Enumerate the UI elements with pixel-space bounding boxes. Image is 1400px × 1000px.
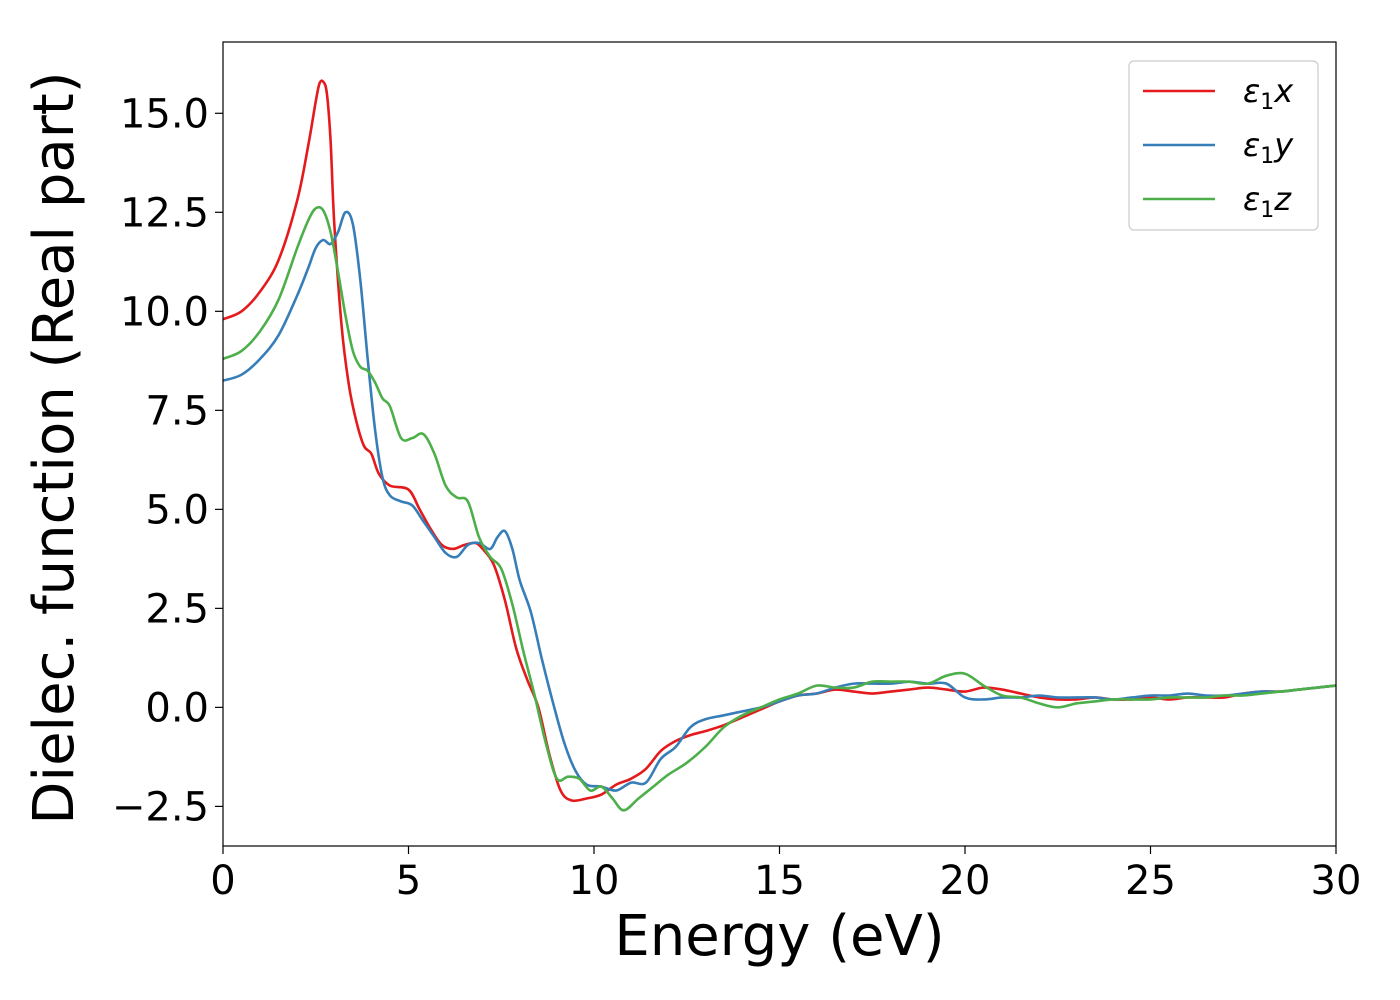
legend-label-y: ε1y [1243,126,1294,169]
legend-label-x: ε1x [1243,72,1294,115]
y-tick-label: 15.0 [120,91,209,137]
x-tick-label: 25 [1125,858,1176,904]
y-tick-label: 7.5 [145,388,209,434]
x-tick-label: 0 [210,858,235,904]
x-tick-label: 15 [754,858,805,904]
x-axis-ticks: 0 5 10 15 20 25 30 [210,846,1361,904]
y-tick-label: 0.0 [145,685,209,731]
series-line-y [223,210,1336,792]
y-tick-label: 12.5 [120,190,209,236]
plot-area [223,79,1336,812]
y-tick-label: 5.0 [145,487,209,533]
legend-label-z: ε1z [1243,180,1292,223]
y-tick-label: −2.5 [112,784,209,830]
plot-frame [222,41,1337,847]
legend: ε1x ε1y ε1z [1128,60,1319,231]
x-tick-label: 10 [569,858,620,904]
y-axis-ticks: −2.5 0.0 2.5 5.0 7.5 10.0 12.5 15.0 [112,91,223,830]
y-tick-label: 10.0 [120,289,209,335]
x-tick-label: 30 [1311,858,1362,904]
legend-box [1128,60,1319,231]
x-tick-label: 5 [396,858,421,904]
x-tick-label: 20 [940,858,991,904]
series-line-z [223,205,1336,812]
x-axis-label: Energy (eV) [614,904,944,969]
y-tick-label: 2.5 [145,586,209,632]
y-axis-label: Dielec. function (Real part) [22,71,87,824]
